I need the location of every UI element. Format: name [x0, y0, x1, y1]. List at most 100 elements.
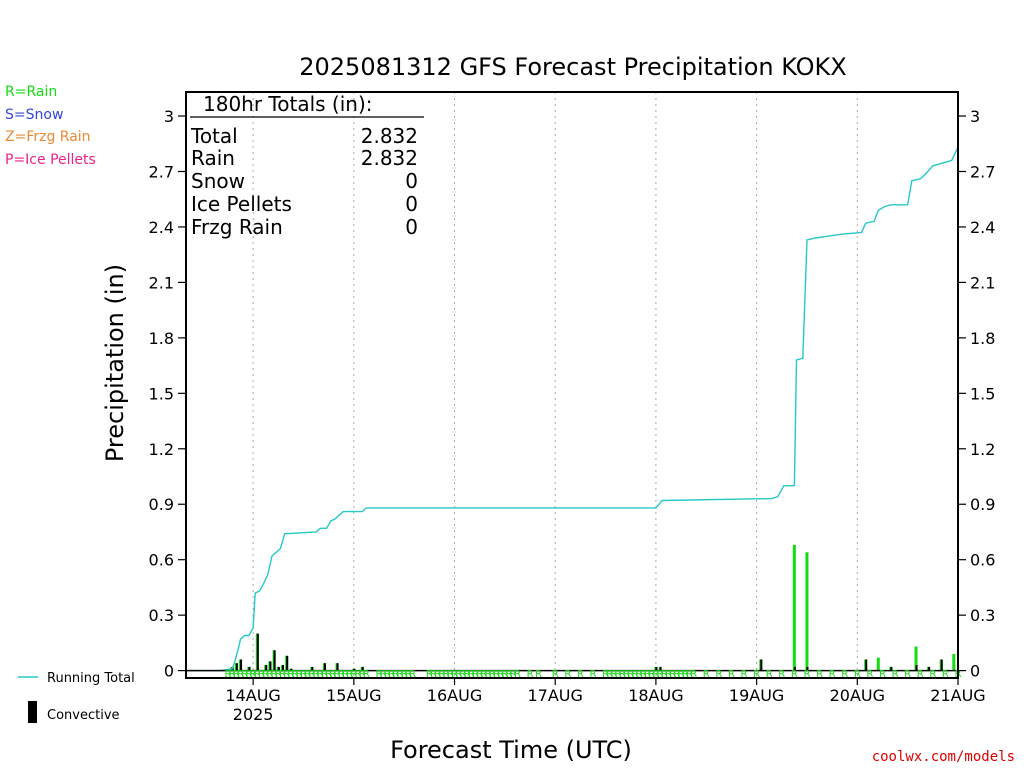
- y-tick-label-left-10: 3: [164, 107, 174, 126]
- convective-bar-7: [273, 650, 276, 671]
- y-tick-label-left-9: 2.7: [149, 162, 174, 181]
- ptype-marker-99: R: [778, 669, 785, 680]
- ptype-marker-74: R: [615, 669, 622, 680]
- totals-snow-value: 0: [405, 169, 418, 193]
- rain-bar-23: [876, 657, 880, 671]
- totals-total-label: Total: [190, 124, 238, 148]
- y-tick-label-left-7: 2.1: [149, 273, 174, 292]
- y-axis-label: Precipitation (in): [101, 264, 129, 462]
- y-tick-label-left-2: 0.6: [149, 551, 174, 570]
- ptype-marker-111: R: [929, 669, 936, 680]
- y-tick-label-right-4: 1.2: [970, 440, 995, 459]
- ptype-marker-109: R: [904, 669, 911, 680]
- x-tick-label-4: 18AUG: [628, 686, 683, 705]
- ptype-marker-10: R: [266, 669, 273, 680]
- ptype-marker-56: R: [480, 669, 487, 680]
- plot-frame: [185, 91, 959, 679]
- ptype-marker-102: R: [816, 669, 823, 680]
- x-tick-label-2: 16AUG: [427, 686, 482, 705]
- y-tick-label-left-0: 0: [164, 662, 174, 681]
- ptype-marker-94: R: [715, 669, 722, 680]
- ptype-marker-39: R: [397, 669, 404, 680]
- convective-bar-13: [323, 663, 326, 671]
- rain-bar-20: [792, 544, 796, 671]
- convective-bar-20: [793, 666, 796, 671]
- convective-bar-14: [336, 663, 339, 671]
- y-axis-left: 0 0.3 0.6 0.9 1.2 1.5 1.8 2.1 2.4 2.7 3: [149, 107, 186, 681]
- ptype-marker-67: R: [552, 669, 559, 680]
- convective-bar-18: [659, 666, 662, 671]
- ptype-marker-108: R: [892, 669, 899, 680]
- totals-total-value: 2.832: [361, 124, 418, 148]
- ptype-marker-53: R: [468, 669, 475, 680]
- ptype-marker-13: R: [279, 669, 286, 680]
- y-tick-label-left-3: 0.9: [149, 495, 174, 514]
- ptype-marker-90: R: [682, 669, 689, 680]
- ptype-marker-45: R: [434, 669, 441, 680]
- ptype-marker-69: R: [577, 669, 584, 680]
- ptype-marker-20: R: [308, 669, 315, 680]
- totals-frzgrain-label: Frzg Rain: [191, 215, 283, 239]
- ptype-marker-96: R: [741, 669, 748, 680]
- y-tick-label-right-8: 2.4: [970, 218, 995, 237]
- ptype-marker-63: R: [510, 669, 517, 680]
- ptype-marker-107: R: [879, 669, 886, 680]
- y-tick-label-left-6: 1.8: [149, 329, 174, 348]
- ptype-marker-87: R: [669, 669, 676, 680]
- ptype-marker-38: R: [392, 669, 399, 680]
- convective-bar-10: [286, 655, 289, 671]
- ptype-marker-9: R: [262, 669, 269, 680]
- ptype-marker-6: R: [250, 669, 257, 680]
- y-tick-label-right-3: 0.9: [970, 495, 995, 514]
- ptype-marker-17: R: [296, 669, 303, 680]
- ptype-marker-30: R: [350, 669, 357, 680]
- ptype-marker-34: R: [376, 669, 383, 680]
- ptype-marker-101: R: [803, 669, 810, 680]
- ptype-marker-49: R: [451, 669, 458, 680]
- chart-title: 2025081312 GFS Forecast Precipitation KO…: [299, 53, 847, 81]
- credit-text: coolwx.com/models: [872, 749, 1015, 765]
- ptype-marker-95: R: [728, 669, 735, 680]
- ptype-marker-75: R: [619, 669, 626, 680]
- ptype-marker-73: R: [610, 669, 617, 680]
- ptype-marker-104: R: [841, 669, 848, 680]
- ptype-marker-64: R: [514, 669, 521, 680]
- y-tick-label-left-4: 1.2: [149, 440, 174, 459]
- ptype-marker-44: R: [430, 669, 437, 680]
- x-tick-label-7: 21AUG: [930, 686, 985, 705]
- ptype-marker-97: R: [753, 669, 760, 680]
- running-total-polyline: [186, 146, 959, 672]
- ptype-marker-43: R: [426, 669, 433, 680]
- convective-bar-4: [256, 633, 259, 671]
- convective-bar-12: [311, 666, 314, 671]
- ptype-marker-65: R: [527, 669, 534, 680]
- totals-snow-label: Snow: [191, 169, 245, 193]
- ptype-marker-40: R: [401, 669, 408, 680]
- ptype-marker-19: R: [304, 669, 311, 680]
- x-tick-label-0: 14AUG: [225, 686, 280, 705]
- ptype-marker-18: R: [300, 669, 307, 680]
- totals-icepellets-value: 0: [405, 192, 418, 216]
- ptype-marker-22: R: [317, 669, 324, 680]
- y-tick-label-right-7: 2.1: [970, 273, 995, 292]
- ptype-marker-59: R: [493, 669, 500, 680]
- ptype-marker-91: R: [686, 669, 693, 680]
- rain-bar-25: [914, 646, 918, 671]
- ptype-marker-31: R: [355, 669, 362, 680]
- ptype-marker-36: R: [384, 669, 391, 680]
- ptype-marker-7: R: [254, 669, 261, 680]
- ptype-marker-35: R: [380, 669, 387, 680]
- ptype-marker-88: R: [673, 669, 680, 680]
- legend-running-total: Running Total: [47, 671, 135, 686]
- ptype-marker-4: R: [241, 669, 248, 680]
- ptype-marker-50: R: [455, 669, 462, 680]
- x-tick-label-5: 19AUG: [729, 686, 784, 705]
- convective-bar-17: [655, 666, 658, 671]
- ptype-marker-84: R: [657, 669, 664, 680]
- legend-snow: S=Snow: [5, 107, 63, 123]
- totals-frzgrain-value: 0: [405, 215, 418, 239]
- convective-bar-16: [361, 666, 364, 671]
